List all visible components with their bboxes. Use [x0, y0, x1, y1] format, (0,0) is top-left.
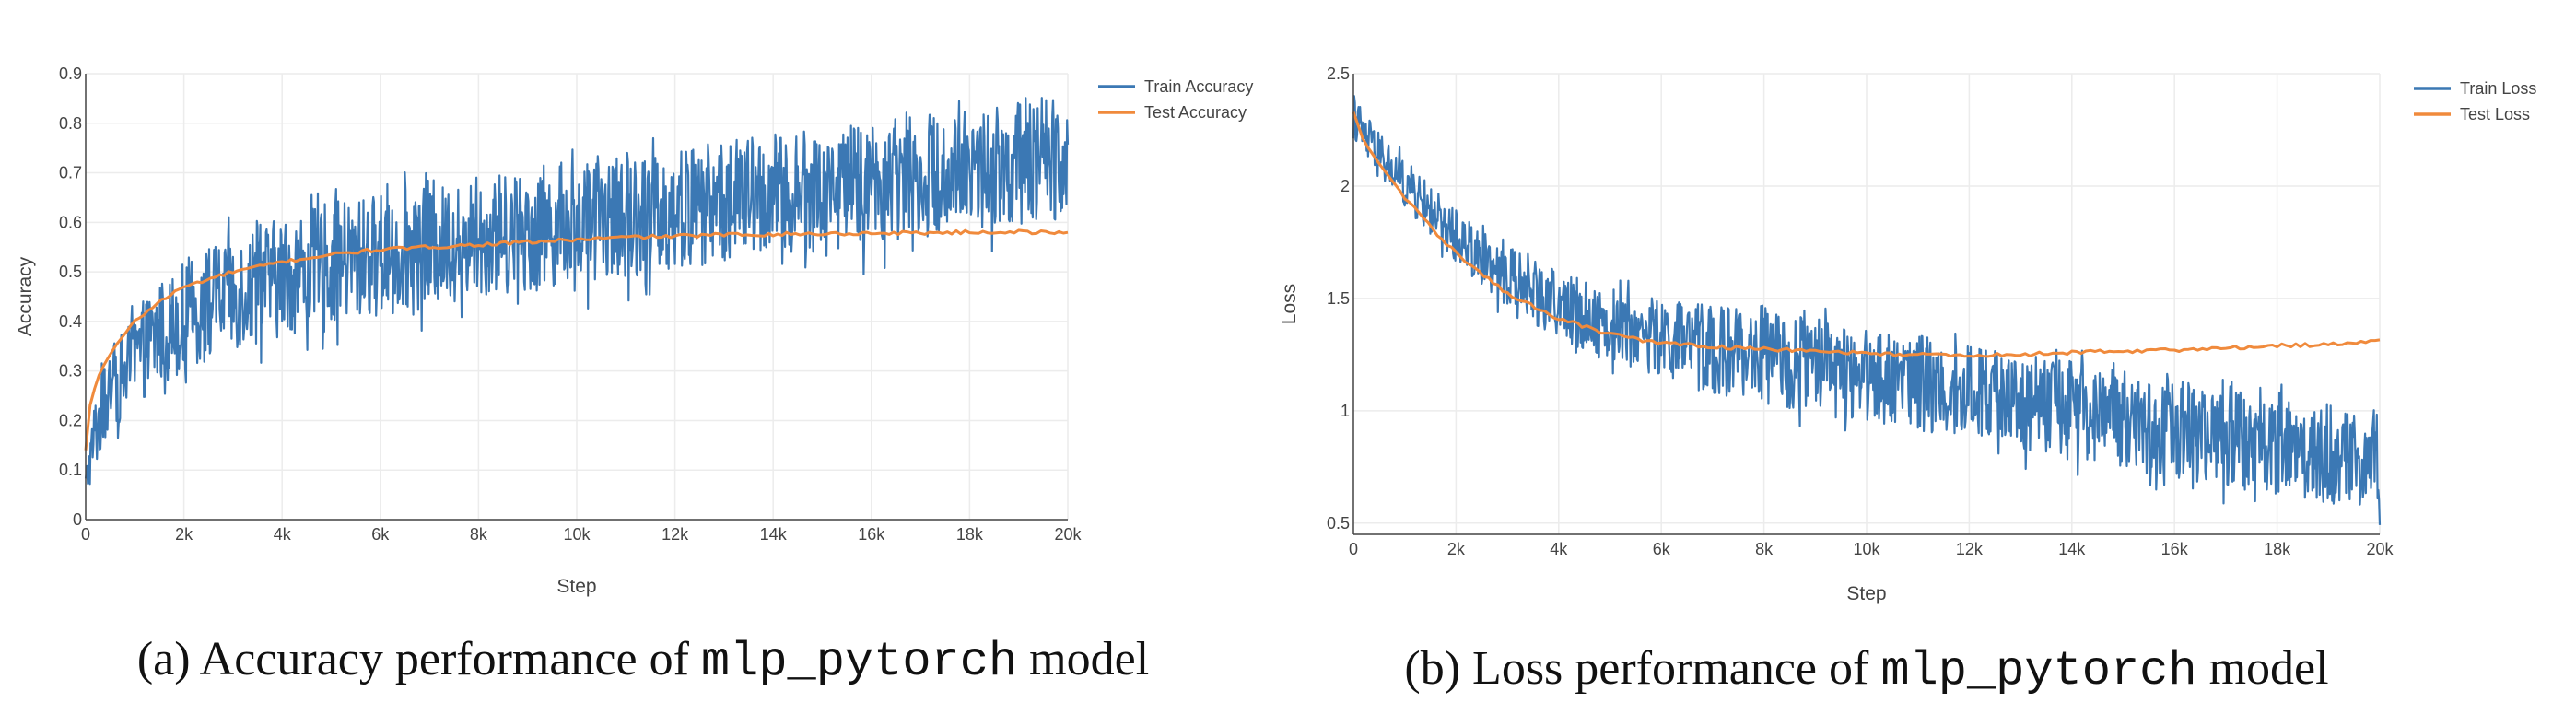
- x-axis-title: Step: [556, 576, 596, 597]
- train-series-line: [84, 97, 1070, 486]
- x-tick-label: 18k: [2264, 540, 2291, 558]
- y-tick-label: 1: [1341, 402, 1350, 420]
- legend-label: Test Accuracy: [1144, 103, 1247, 122]
- x-tick-label: 10k: [563, 525, 591, 544]
- x-tick-label: 0: [81, 525, 90, 544]
- x-tick-label: 6k: [1653, 540, 1671, 558]
- test-series-line: [84, 228, 1069, 451]
- y-tick-label: 0.7: [59, 164, 82, 182]
- y-tick-label: 0.1: [59, 461, 82, 479]
- y-axis-title: Loss: [1279, 284, 1300, 324]
- caption-loss: (b) Loss performance of mlp_pytorch mode…: [1404, 642, 2328, 698]
- legend-label: Test Loss: [2460, 105, 2530, 123]
- y-tick-label: 0.4: [59, 312, 82, 331]
- x-tick-label: 20k: [1054, 525, 1082, 544]
- y-tick-label: 2.5: [1327, 64, 1350, 83]
- x-axis-title: Step: [1846, 583, 1886, 604]
- y-tick-label: 0.3: [59, 362, 82, 381]
- legend-label: Train Accuracy: [1144, 77, 1253, 96]
- test-series-line: [1352, 111, 2381, 358]
- caption-accuracy: (a) Accuracy performance of mlp_pytorch …: [137, 633, 1149, 689]
- loss-chart: 0 2k 4k 6k 8k 10k 12k 14k 16k 18k 20k 0.5 1 1.5 2 2.5 St…: [1279, 64, 2536, 604]
- x-tick-label: 4k: [1550, 540, 1568, 558]
- x-tick-label: 8k: [470, 525, 488, 544]
- y-tick-label: 0.2: [59, 411, 82, 429]
- x-tick-label: 12k: [1956, 540, 1984, 558]
- y-tick-label: 0.5: [1327, 514, 1350, 533]
- y-tick-label: 0.6: [59, 213, 82, 231]
- x-tick-label: 14k: [2058, 540, 2086, 558]
- x-tick-label: 0: [1349, 540, 1358, 558]
- train-series-line: [1352, 95, 2382, 525]
- x-tick-label: 16k: [858, 525, 885, 544]
- y-tick-label: 1.5: [1327, 289, 1350, 308]
- x-tick-label: 14k: [760, 525, 788, 544]
- y-tick-label: 0.5: [59, 263, 82, 281]
- x-tick-label: 10k: [1853, 540, 1880, 558]
- x-tick-label: 12k: [662, 525, 689, 544]
- y-tick-label: 0.9: [59, 64, 82, 83]
- x-tick-label: 6k: [371, 525, 390, 544]
- x-tick-label: 20k: [2366, 540, 2394, 558]
- x-tick-label: 4k: [274, 525, 292, 544]
- y-tick-label: 0.8: [59, 114, 82, 133]
- x-tick-label: 16k: [2161, 540, 2189, 558]
- legend-label: Train Loss: [2460, 79, 2536, 98]
- x-tick-label: 8k: [1755, 540, 1774, 558]
- x-tick-label: 2k: [175, 525, 193, 544]
- y-axis-title: Accuracy: [15, 256, 36, 336]
- y-tick-label: 0: [73, 510, 82, 529]
- accuracy-chart: 0 2k 4k 6k 8k 10k 12k 14k 16k 18k 20k 0 0.1 0.2 0.3 0.4…: [15, 64, 1253, 597]
- x-tick-label: 18k: [956, 525, 984, 544]
- x-tick-label: 2k: [1447, 540, 1466, 558]
- y-tick-label: 2: [1341, 177, 1350, 195]
